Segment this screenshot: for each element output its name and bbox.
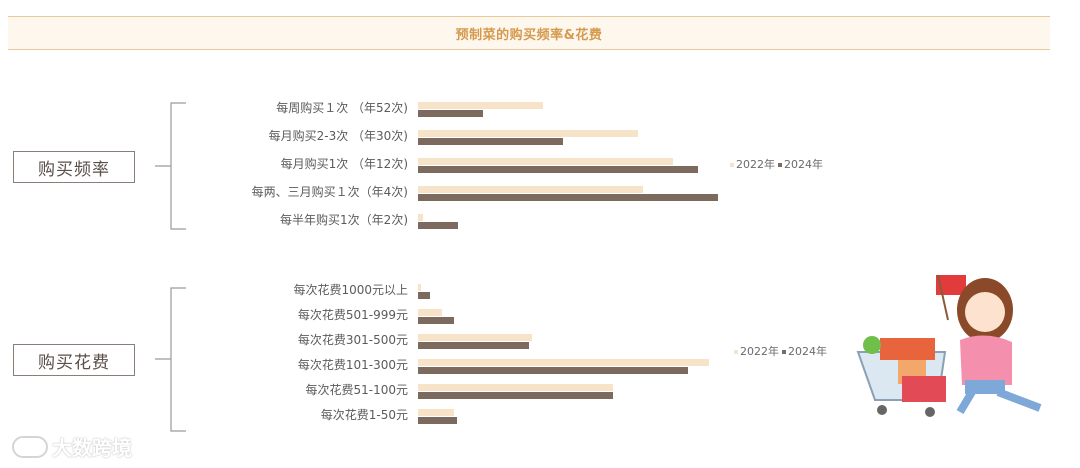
watermark-logo-icon	[12, 435, 48, 458]
legend-label-2024: 2024年	[784, 157, 823, 171]
category-label: 每两、三月购买１次（年4次)	[252, 184, 408, 199]
category-label: 每次花费501-999元	[298, 307, 408, 322]
bar-2022	[418, 186, 643, 193]
section-label-spending: 购买花费	[13, 344, 135, 376]
bar-2024	[418, 222, 458, 229]
bar-2024	[418, 417, 457, 424]
legend-label-2024: 2024年	[788, 344, 827, 358]
category-label: 每次花费1-50元	[321, 407, 408, 422]
bar-2022	[418, 359, 709, 366]
bar-2022	[418, 284, 421, 291]
bar-2022	[418, 214, 423, 221]
bar-2024	[418, 292, 430, 299]
bar-2024	[418, 392, 613, 399]
bar-2022	[418, 334, 532, 341]
legend-swatch-2024	[778, 163, 782, 167]
watermark: 大数跨境	[12, 432, 132, 461]
legend-label-2022: 2022年	[736, 157, 775, 171]
bar-2022	[418, 309, 442, 316]
bracket-spending	[155, 287, 186, 432]
bar-2024	[418, 138, 563, 145]
bar-2022	[418, 102, 543, 109]
title-band: 预制菜的购买频率&花费	[8, 16, 1050, 50]
category-label: 每次花费1000元以上	[293, 282, 408, 297]
bar-2022	[418, 158, 673, 165]
legend-swatch-2024	[782, 350, 786, 354]
category-label: 每次花费101-300元	[298, 357, 408, 372]
bar-2024	[418, 367, 688, 374]
category-label: 每周购买１次 （年52次)	[276, 100, 408, 115]
bar-2022	[418, 130, 638, 137]
bar-2024	[418, 194, 718, 201]
category-label: 每次花费51-100元	[305, 382, 408, 397]
legend-swatch-2022	[730, 163, 734, 167]
category-label: 每月购买2-3次 （年30次)	[269, 128, 408, 143]
section-label-frequency: 购买频率	[13, 151, 135, 183]
bar-2024	[418, 317, 454, 324]
bar-2022	[418, 409, 454, 416]
page-title: 预制菜的购买频率&花费	[455, 27, 603, 43]
category-label: 每次花费301-500元	[298, 332, 408, 347]
bar-2024	[418, 342, 529, 349]
watermark-text: 大数跨境	[52, 436, 132, 460]
category-label: 每半年购买1次（年2次)	[280, 212, 408, 227]
bar-2022	[418, 384, 613, 391]
legend-label-2022: 2022年	[740, 344, 779, 358]
bracket-frequency	[155, 102, 186, 230]
bar-2024	[418, 110, 483, 117]
category-label: 每月购买1次 （年12次)	[281, 156, 408, 171]
shopping-cart-girl-illustration	[856, 274, 1042, 417]
bar-2024	[418, 166, 698, 173]
legend-swatch-2022	[734, 350, 738, 354]
